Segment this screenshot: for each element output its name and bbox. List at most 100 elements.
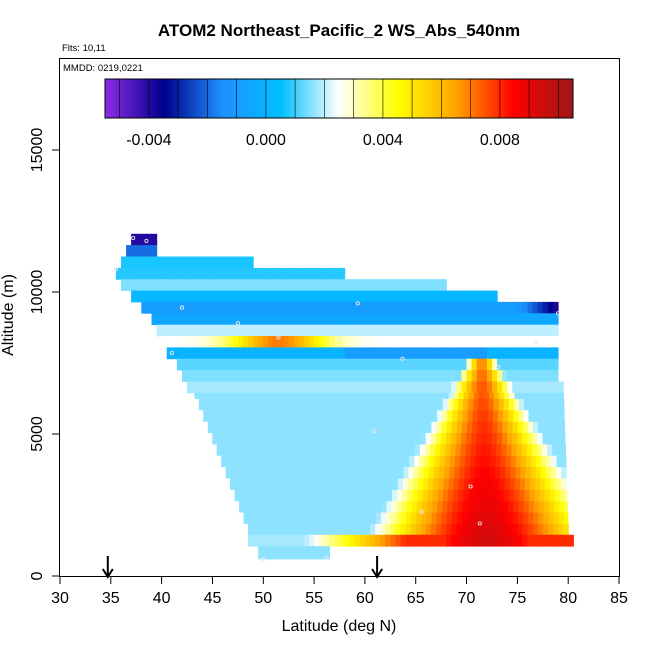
colorbar-segment (201, 79, 204, 118)
heatmap-cell (391, 500, 398, 513)
heatmap-cell (457, 409, 464, 422)
heatmap-cell (315, 489, 322, 502)
heatmap-cell (405, 279, 412, 291)
colorbar-segment (395, 79, 398, 118)
heatmap-cell (565, 478, 568, 490)
heatmap-cell (536, 443, 543, 456)
heatmap-cell (293, 546, 300, 560)
colorbar-segment (303, 79, 306, 118)
heatmap-cell (542, 301, 549, 314)
heatmap-cell (349, 534, 356, 547)
heatmap-cell (314, 523, 320, 536)
heatmap-cell (364, 370, 371, 382)
heatmap-cell (387, 489, 393, 502)
heatmap-cell (477, 512, 483, 524)
heatmap-cell (482, 512, 489, 524)
heatmap-cell (542, 443, 548, 456)
heatmap-cell (319, 347, 325, 360)
heatmap-cell (364, 301, 371, 314)
heatmap-cell (371, 489, 378, 502)
colorbar-segment (149, 79, 152, 118)
heatmap-cell (512, 523, 518, 536)
heatmap-cell (227, 381, 234, 394)
heatmap-cell (331, 489, 337, 502)
heatmap-cell (339, 534, 346, 547)
heatmap-cell (385, 421, 392, 433)
heatmap-cell (415, 432, 422, 445)
heatmap-cell (547, 336, 554, 348)
heatmap-cell (232, 324, 239, 337)
heatmap-cell (304, 421, 310, 433)
heatmap-cell (326, 392, 333, 399)
heatmap-cell (395, 336, 402, 348)
heatmap-cell (416, 421, 422, 433)
heatmap-cell (258, 381, 264, 394)
heatmap-cell (344, 523, 351, 536)
colorbar-segment (503, 79, 506, 118)
heatmap-cell (497, 381, 503, 394)
heatmap-cell (219, 392, 226, 399)
heatmap-cell (319, 279, 325, 291)
heatmap-cell (564, 489, 568, 502)
heatmap-cell (287, 455, 293, 468)
heatmap-cell (222, 347, 229, 360)
heatmap-cell (480, 455, 487, 468)
heatmap-cell (166, 290, 173, 303)
heatmap-cell (508, 409, 514, 422)
heatmap-cell (548, 512, 555, 524)
heatmap-cell (444, 455, 451, 468)
heatmap-cell (325, 500, 332, 513)
heatmap-cell (283, 336, 290, 348)
heatmap-cell (187, 313, 193, 326)
heatmap-cell (451, 301, 457, 314)
heatmap-cell (253, 267, 259, 280)
heatmap-cell (324, 347, 330, 360)
heatmap-cell (227, 290, 234, 303)
heatmap-cell (471, 358, 478, 371)
heatmap-cell (237, 301, 244, 314)
heatmap-cell (278, 546, 285, 560)
heatmap-cell (400, 324, 407, 337)
heatmap-cell (385, 523, 391, 536)
heatmap-cell (431, 381, 437, 394)
heatmap-cell (176, 358, 183, 371)
heatmap-cell (410, 347, 417, 360)
heatmap-cell (436, 290, 442, 303)
heatmap-cell (364, 347, 371, 360)
heatmap-cell (395, 523, 402, 536)
heatmap-cell (390, 301, 396, 314)
heatmap-cell (492, 421, 499, 433)
heatmap-cell (523, 512, 529, 524)
heatmap-cell (463, 489, 469, 502)
heatmap-cell (390, 421, 397, 433)
heatmap-cell (334, 381, 341, 394)
heatmap-cell (136, 267, 142, 280)
heatmap-cell (325, 398, 332, 411)
heatmap-cell (538, 409, 545, 422)
colorbar-segment (455, 79, 458, 118)
colorbar-segment (175, 79, 178, 118)
heatmap-cell (483, 398, 490, 411)
heatmap-cell (270, 398, 276, 411)
heatmap-cell (310, 398, 317, 411)
heatmap-cell (406, 409, 413, 422)
heatmap-cell (454, 466, 460, 479)
heatmap-cell (380, 512, 387, 524)
heatmap-cell (507, 421, 514, 433)
heatmap-cell (461, 301, 468, 314)
heatmap-cell (273, 279, 280, 291)
heatmap-cell (273, 336, 280, 348)
heatmap-cell (513, 398, 520, 411)
heatmap-cell (512, 301, 518, 314)
heatmap-cell (202, 347, 208, 360)
heatmap-cell (491, 432, 498, 445)
heatmap-cell (302, 455, 309, 468)
heatmap-cell (212, 324, 219, 337)
heatmap-cell (481, 534, 488, 547)
heatmap-cell (192, 336, 198, 348)
heatmap-cell (401, 409, 408, 422)
heatmap-cell (197, 370, 203, 382)
heatmap-cell (345, 421, 351, 433)
heatmap-cell (187, 290, 193, 303)
colorbar-segment (497, 79, 500, 118)
